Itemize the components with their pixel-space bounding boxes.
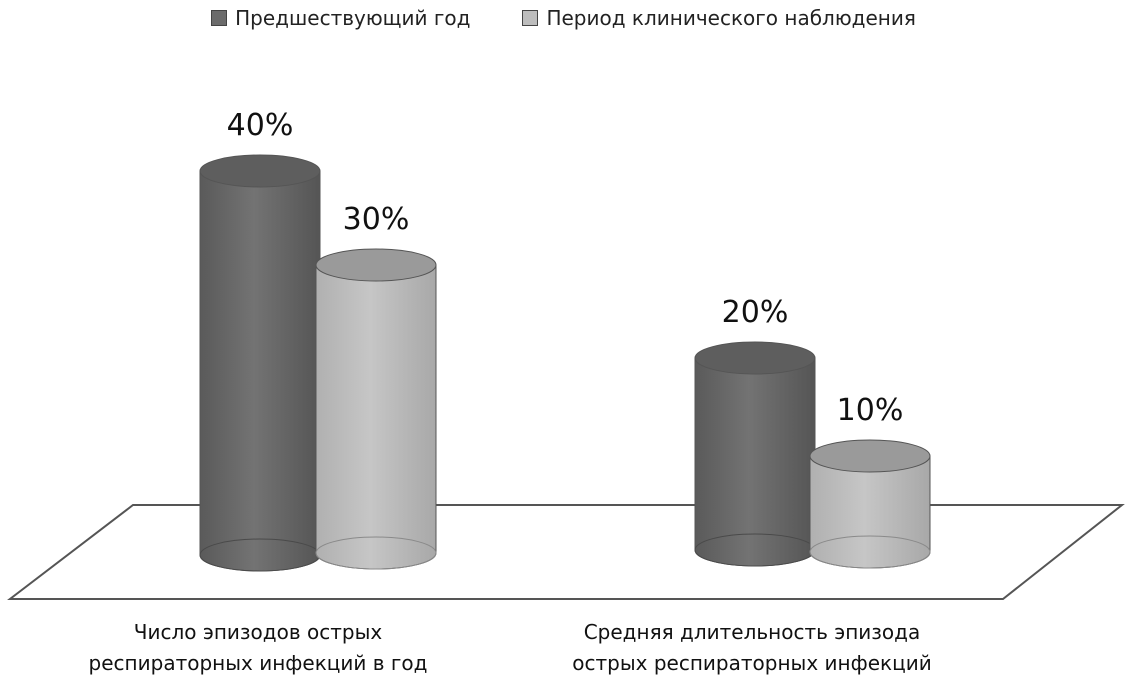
data-label-observation-period-1: 30% <box>343 202 410 237</box>
bar-previous-year-1 <box>199 154 321 572</box>
legend-item-observation-period: Период клинического наблюдения <box>522 6 916 30</box>
bar-observation-period-2 <box>809 439 931 569</box>
category-label-episodes: Число эпизодов острых респираторных инфе… <box>88 620 428 675</box>
legend-swatch-observation-period <box>522 10 539 26</box>
bar-observation-period-1 <box>315 248 437 570</box>
legend-label-previous-year: Предшествующий год <box>235 6 471 30</box>
category-label-duration: Средняя длительность эпизода острых респ… <box>572 620 932 675</box>
data-label-previous-year-1: 40% <box>227 108 294 143</box>
floor-plane <box>7 504 1125 600</box>
data-label-previous-year-2: 20% <box>722 295 789 330</box>
legend-item-previous-year: Предшествующий год <box>211 6 470 30</box>
data-label-observation-period-2: 10% <box>837 393 904 428</box>
legend: Предшествующий год Период клинического н… <box>0 6 1127 30</box>
legend-swatch-previous-year <box>211 10 228 26</box>
bar-previous-year-2 <box>694 341 816 567</box>
legend-label-observation-period: Период клинического наблюдения <box>546 6 916 30</box>
